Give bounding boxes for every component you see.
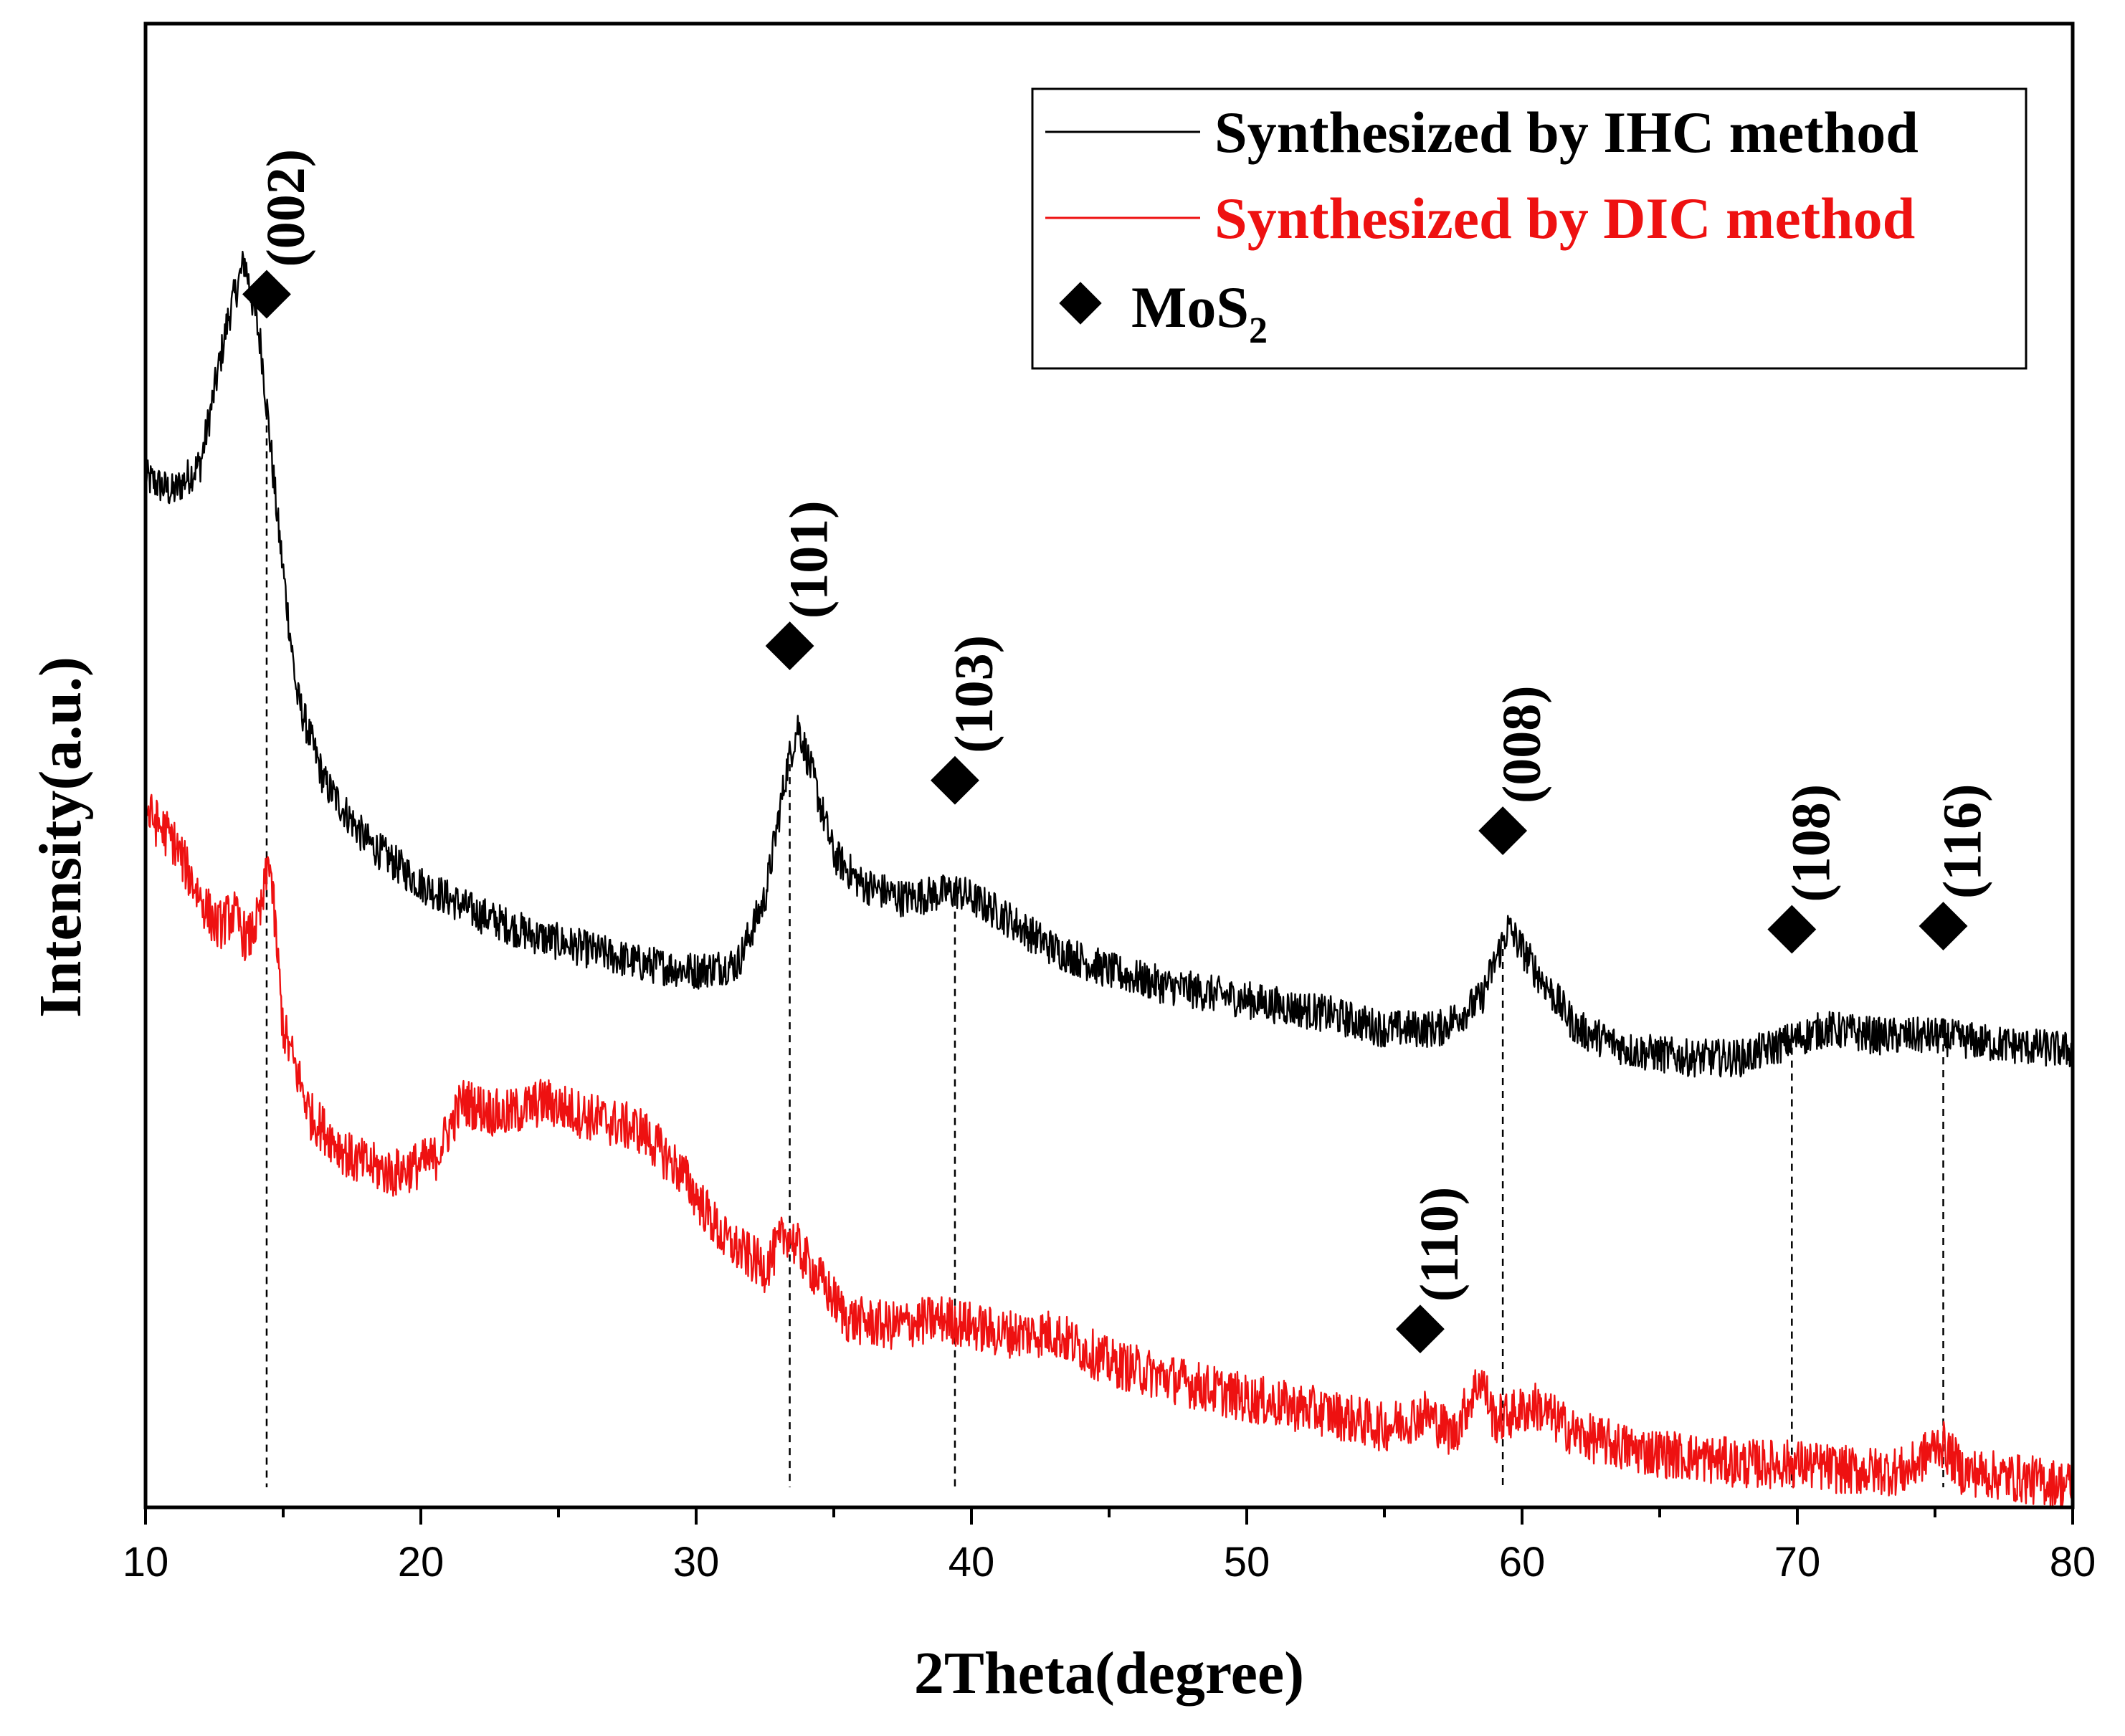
peak-label-108: (108) — [1781, 784, 1841, 902]
legend-label-dic: Synthesized by DIC method — [1214, 186, 1915, 251]
legend-label-ihc: Synthesized by IHC method — [1214, 100, 1919, 165]
legend: Synthesized by IHC method Synthesized by… — [1031, 87, 2027, 370]
peak-label-103: (103) — [944, 635, 1004, 753]
y-axis-title: Intensity(a.u.) — [27, 657, 94, 1018]
peak-diamond-103 — [931, 755, 979, 805]
legend-box — [1031, 87, 2027, 370]
peak-diamond-002 — [242, 270, 291, 319]
peak-diamond-116 — [1919, 902, 1968, 950]
series-line-synthesized-by-ihc-method — [144, 250, 2074, 1078]
x-tick-label-70: 70 — [1774, 1539, 1821, 1585]
x-axis-title: 2Theta(degree) — [914, 1640, 1304, 1707]
x-tick-label-20: 20 — [398, 1539, 445, 1585]
legend-mos-text: MoS — [1131, 275, 1249, 340]
legend-label-mos2: MoS2 — [1131, 275, 1268, 351]
peak-label-110: (110) — [1409, 1187, 1470, 1302]
peak-guide-lines — [265, 412, 1944, 1487]
x-axis-ticks: 10 20 30 40 50 60 70 80 — [123, 1507, 2096, 1585]
x-tick-label-10: 10 — [123, 1539, 169, 1585]
peak-label-008: (008) — [1492, 685, 1552, 803]
peak-label-116: (116) — [1933, 784, 1993, 899]
peak-diamond-008 — [1478, 806, 1528, 855]
x-tick-label-50: 50 — [1224, 1539, 1270, 1585]
peak-markers: (002) (101) (103) (110) (008) (108) (116) — [242, 149, 1993, 1354]
legend-mos-subscript: 2 — [1249, 310, 1268, 351]
peak-label-101: (101) — [779, 500, 840, 619]
peak-diamond-108 — [1767, 905, 1817, 954]
x-tick-label-40: 40 — [949, 1539, 995, 1585]
peak-label-002: (002) — [256, 149, 316, 267]
peak-diamond-101 — [765, 621, 814, 671]
x-tick-label-30: 30 — [673, 1539, 720, 1585]
x-tick-label-80: 80 — [2050, 1539, 2096, 1585]
series-line-synthesized-by-dic-method — [144, 793, 2074, 1509]
x-tick-label-60: 60 — [1499, 1539, 1546, 1585]
peak-diamond-110 — [1395, 1305, 1445, 1354]
legend-diamond-marker — [1059, 282, 1102, 325]
series-group — [144, 250, 2074, 1509]
